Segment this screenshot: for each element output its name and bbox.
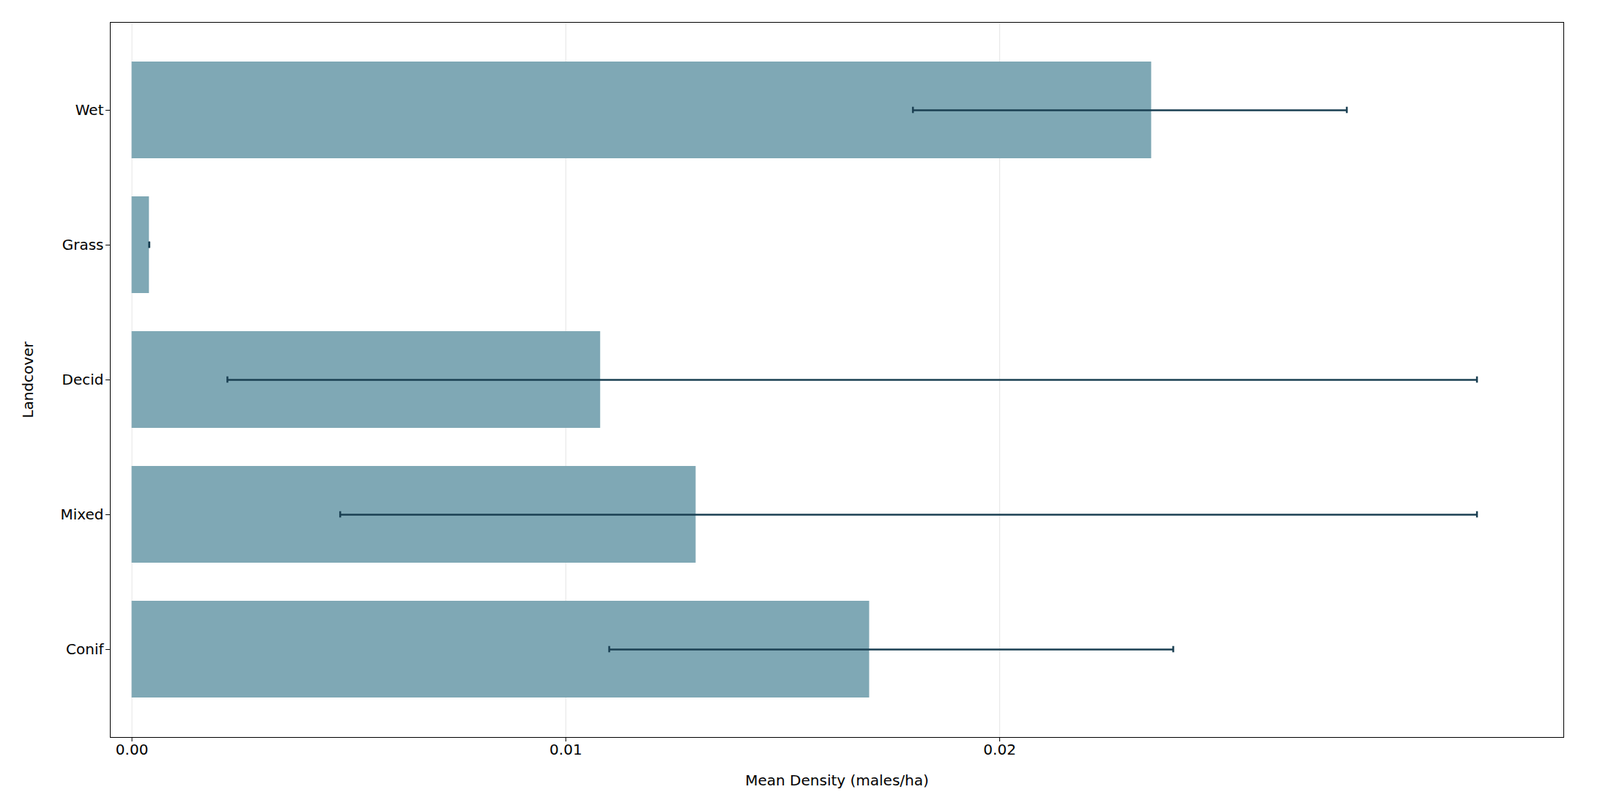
svg-text:Mixed: Mixed (60, 505, 104, 524)
svg-text:Grass: Grass (62, 235, 105, 254)
svg-text:Mean Density (males/ha): Mean Density (males/ha) (745, 771, 929, 790)
svg-text:Decid: Decid (62, 370, 105, 389)
svg-text:0.00: 0.00 (115, 740, 149, 759)
svg-text:Conif: Conif (65, 640, 105, 658)
svg-text:0.01: 0.01 (549, 740, 583, 759)
svg-text:Wet: Wet (75, 101, 105, 119)
svg-text:0.02: 0.02 (983, 740, 1017, 759)
svg-text:Landcover: Landcover (19, 341, 37, 419)
